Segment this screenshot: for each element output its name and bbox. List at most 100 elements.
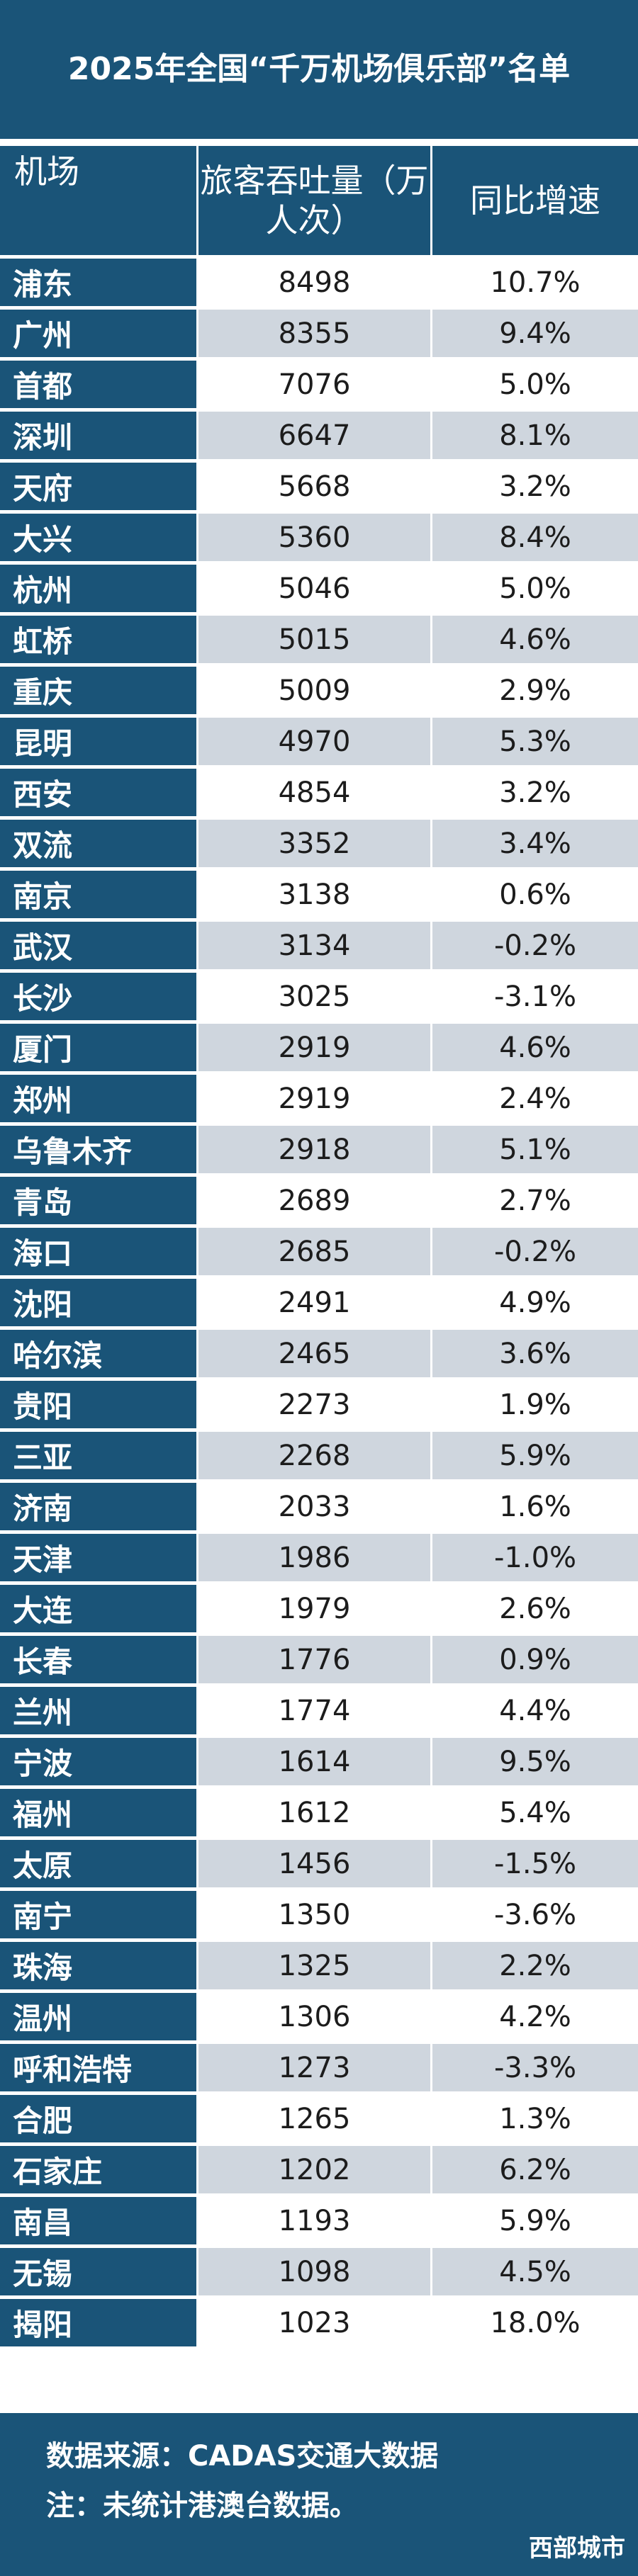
airport-name: 长春	[0, 1636, 198, 1683]
airport-name: 重庆	[0, 667, 198, 714]
throughput-value: 8355	[198, 310, 432, 357]
airport-name: 宁波	[0, 1738, 198, 1785]
growth-rate: 1.6%	[432, 1483, 638, 1530]
table-row: 大连 1979 2.6%	[0, 1585, 638, 1632]
table-row: 无锡 1098 4.5%	[0, 2248, 638, 2295]
airport-name: 深圳	[0, 412, 198, 459]
header-growth: 同比增速	[432, 146, 638, 255]
table-row: 乌鲁木齐 2918 5.1%	[0, 1126, 638, 1173]
throughput-value: 2268	[198, 1432, 432, 1479]
airport-name: 厦门	[0, 1024, 198, 1071]
growth-rate: 9.4%	[432, 310, 638, 357]
growth-rate: 2.2%	[432, 1942, 638, 1989]
table-row: 宁波 1614 9.5%	[0, 1738, 638, 1785]
growth-rate: 5.0%	[432, 565, 638, 612]
throughput-value: 3138	[198, 871, 432, 918]
growth-rate: 3.4%	[432, 820, 638, 867]
table-row: 呼和浩特 1273 -3.3%	[0, 2044, 638, 2091]
table-row: 深圳 6647 8.1%	[0, 412, 638, 459]
growth-rate: 0.6%	[432, 871, 638, 918]
table-row: 福州 1612 5.4%	[0, 1789, 638, 1836]
airport-name: 贵阳	[0, 1381, 198, 1428]
table-row: 哈尔滨 2465 3.6%	[0, 1330, 638, 1377]
throughput-value: 1456	[198, 1840, 432, 1887]
table-row: 武汉 3134 -0.2%	[0, 922, 638, 969]
throughput-value: 2033	[198, 1483, 432, 1530]
table-row: 杭州 5046 5.0%	[0, 565, 638, 612]
airport-name: 虹桥	[0, 616, 198, 663]
throughput-value: 3025	[198, 973, 432, 1020]
table-row: 天津 1986 -1.0%	[0, 1534, 638, 1581]
table-row: 青岛 2689 2.7%	[0, 1177, 638, 1224]
growth-rate: 6.2%	[432, 2146, 638, 2193]
table-row: 郑州 2919 2.4%	[0, 1075, 638, 1122]
growth-rate: 2.6%	[432, 1585, 638, 1632]
airport-name: 西安	[0, 769, 198, 816]
airport-name: 温州	[0, 1993, 198, 2040]
throughput-value: 2491	[198, 1279, 432, 1326]
table-row: 浦东 8498 10.7%	[0, 259, 638, 306]
header-throughput: 旅客吞吐量（万人次）	[198, 146, 432, 255]
throughput-value: 1023	[198, 2299, 432, 2346]
source-note: 数据来源：CADAS交通大数据	[46, 2440, 439, 2473]
airport-name: 呼和浩特	[0, 2044, 198, 2091]
page-title: 2025年全国“千万机场俱乐部”名单	[0, 0, 638, 139]
airport-name: 南京	[0, 871, 198, 918]
airport-name: 南宁	[0, 1891, 198, 1938]
growth-rate: 3.2%	[432, 769, 638, 816]
airport-name: 天津	[0, 1534, 198, 1581]
table-row: 西安 4854 3.2%	[0, 769, 638, 816]
airport-name: 海口	[0, 1228, 198, 1275]
throughput-value: 1986	[198, 1534, 432, 1581]
airport-name: 广州	[0, 310, 198, 357]
airport-name: 太原	[0, 1840, 198, 1887]
growth-rate: 18.0%	[432, 2299, 638, 2346]
airport-name: 无锡	[0, 2248, 198, 2295]
growth-rate: -3.1%	[432, 973, 638, 1020]
airport-name: 杭州	[0, 565, 198, 612]
table-row: 大兴 5360 8.4%	[0, 514, 638, 561]
table-row: 虹桥 5015 4.6%	[0, 616, 638, 663]
airport-name: 昆明	[0, 718, 198, 765]
throughput-value: 2689	[198, 1177, 432, 1224]
table-row: 南宁 1350 -3.6%	[0, 1891, 638, 1938]
airport-table: 机场 旅客吞吐量（万人次） 同比增速 浦东 8498 10.7% 广州 8355 9.4%…	[0, 142, 638, 2350]
table-body: 浦东 8498 10.7% 广州 8355 9.4% 首都 7076 5.0% 深圳 6647 8.1…	[0, 259, 638, 2346]
growth-rate: 5.4%	[432, 1789, 638, 1836]
table-row: 海口 2685 -0.2%	[0, 1228, 638, 1275]
airport-name: 合肥	[0, 2095, 198, 2142]
airport-name: 大兴	[0, 514, 198, 561]
table-row: 温州 1306 4.2%	[0, 1993, 638, 2040]
growth-rate: -3.6%	[432, 1891, 638, 1938]
table-row: 首都 7076 5.0%	[0, 361, 638, 408]
growth-rate: -1.0%	[432, 1534, 638, 1581]
growth-rate: 8.1%	[432, 412, 638, 459]
table-row: 合肥 1265 1.3%	[0, 2095, 638, 2142]
throughput-value: 1098	[198, 2248, 432, 2295]
airport-name: 沈阳	[0, 1279, 198, 1326]
airport-name: 郑州	[0, 1075, 198, 1122]
table-row: 石家庄 1202 6.2%	[0, 2146, 638, 2193]
airport-name: 兰州	[0, 1687, 198, 1734]
throughput-value: 2919	[198, 1024, 432, 1071]
throughput-value: 2465	[198, 1330, 432, 1377]
table-row: 三亚 2268 5.9%	[0, 1432, 638, 1479]
throughput-value: 1306	[198, 1993, 432, 2040]
airport-name: 首都	[0, 361, 198, 408]
growth-rate: -3.3%	[432, 2044, 638, 2091]
throughput-value: 1776	[198, 1636, 432, 1683]
throughput-value: 2919	[198, 1075, 432, 1122]
throughput-value: 1350	[198, 1891, 432, 1938]
throughput-value: 2918	[198, 1126, 432, 1173]
throughput-value: 2273	[198, 1381, 432, 1428]
throughput-value: 1273	[198, 2044, 432, 2091]
table-row: 长沙 3025 -3.1%	[0, 973, 638, 1020]
airport-name: 天府	[0, 463, 198, 510]
airport-name: 浦东	[0, 259, 198, 306]
throughput-value: 1774	[198, 1687, 432, 1734]
airport-name: 珠海	[0, 1942, 198, 1989]
throughput-value: 4970	[198, 718, 432, 765]
growth-rate: 4.5%	[432, 2248, 638, 2295]
table-row: 重庆 5009 2.9%	[0, 667, 638, 714]
airport-name: 济南	[0, 1483, 198, 1530]
